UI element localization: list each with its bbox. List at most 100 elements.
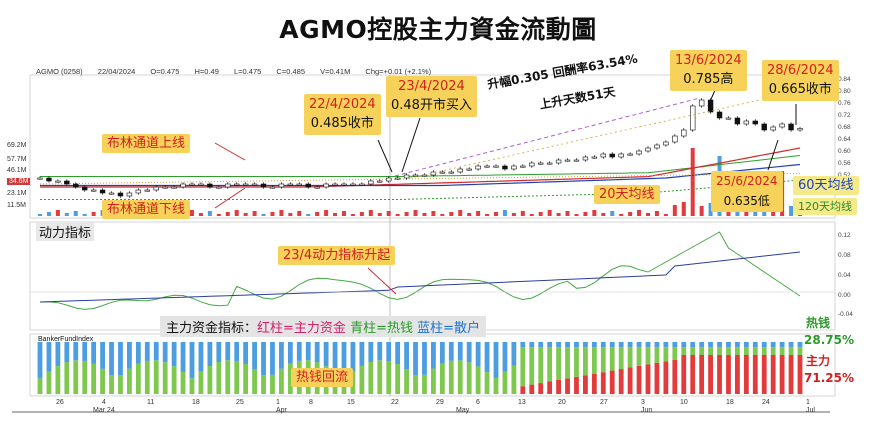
volume-bar bbox=[529, 214, 534, 216]
fund-bar-hot bbox=[618, 347, 624, 370]
candle-body bbox=[439, 171, 446, 174]
fund-bar-hot bbox=[207, 366, 213, 394]
fund-bar-retail bbox=[726, 342, 731, 348]
fund-bar-main bbox=[699, 355, 705, 394]
volume-bar bbox=[288, 213, 293, 216]
symbol-label: AGMO (0258) bbox=[36, 67, 83, 76]
fund-bar-hot bbox=[46, 371, 52, 394]
fund-bar-retail bbox=[439, 342, 445, 364]
fund-bar-retail bbox=[565, 342, 570, 348]
hot-label: 热钱 bbox=[806, 316, 831, 330]
fund-bar-retail bbox=[583, 342, 588, 348]
fund-bar-hot bbox=[225, 360, 231, 394]
fund-bar-retail bbox=[144, 342, 150, 361]
fund-bar-retail bbox=[323, 342, 329, 367]
fund-bar-hot bbox=[493, 378, 499, 394]
fund-bar-hot bbox=[502, 371, 508, 394]
candle-body bbox=[108, 192, 115, 195]
low-label: L=0.475 bbox=[234, 67, 262, 76]
volume-bar bbox=[404, 212, 409, 216]
x-tick: 25 bbox=[236, 399, 244, 406]
x-tick: 26 bbox=[56, 399, 64, 406]
candle-body bbox=[314, 186, 320, 189]
fund-bar-hot bbox=[583, 347, 588, 376]
fund-bar-retail bbox=[73, 342, 79, 361]
fund-bar-retail bbox=[636, 342, 642, 348]
candle-body bbox=[716, 111, 723, 119]
volume-bar bbox=[619, 214, 624, 216]
date-label: 22/04/2024 bbox=[97, 67, 136, 76]
momentum-rise-text: 23/4动力指标升起 bbox=[283, 248, 391, 263]
candle-body bbox=[600, 153, 606, 158]
x-tick: 20 bbox=[558, 399, 566, 406]
fund-bar-hot bbox=[511, 365, 517, 394]
candle-body bbox=[421, 174, 428, 177]
ma60-text: 60天均线 bbox=[798, 178, 854, 193]
fund-bar-hot bbox=[520, 347, 526, 387]
candle-body bbox=[323, 183, 329, 188]
candle-body bbox=[663, 141, 669, 146]
main-pct: 71.25% bbox=[804, 371, 854, 385]
fund-bar-retail bbox=[55, 342, 61, 367]
fund-bar-retail bbox=[779, 342, 785, 348]
fund-bar-retail bbox=[574, 342, 579, 348]
fund-bar-retail bbox=[359, 342, 365, 366]
fund-bar-retail bbox=[681, 342, 687, 348]
candle-body bbox=[752, 120, 758, 125]
candle-body bbox=[269, 186, 276, 189]
candle-body bbox=[251, 183, 258, 186]
fund-bar-hot bbox=[135, 363, 141, 394]
volume-bar bbox=[681, 202, 686, 216]
candle-body bbox=[618, 153, 624, 158]
fund-bar-hot bbox=[279, 368, 284, 394]
fund-bar-retail bbox=[109, 342, 114, 376]
fund-bar-hot bbox=[287, 363, 293, 394]
volume-bar bbox=[476, 211, 481, 216]
momentum-axis-tick: 0.12 bbox=[838, 232, 851, 239]
price-axis-tick: 0.80 bbox=[838, 88, 851, 95]
fund-bar-hot bbox=[645, 347, 651, 365]
candle-body bbox=[296, 183, 302, 186]
fund-bar-hot bbox=[234, 360, 240, 394]
fund-bar-hot bbox=[413, 375, 418, 394]
momentum-axis-tick: 0.08 bbox=[838, 252, 851, 259]
fund-bar-retail bbox=[502, 342, 508, 372]
momentum-title: 动力指标 bbox=[36, 222, 95, 241]
candle-body bbox=[690, 105, 696, 131]
candle-body bbox=[564, 159, 571, 162]
candle-body bbox=[341, 183, 347, 186]
price-panel-frame bbox=[29, 74, 836, 219]
volume-bar bbox=[583, 212, 588, 216]
fund-bar-retail bbox=[538, 342, 544, 348]
fund-bar-hot bbox=[538, 347, 544, 384]
volume-bar bbox=[592, 210, 597, 216]
candle-body bbox=[484, 165, 490, 168]
fund-bar-hot bbox=[37, 378, 43, 394]
price-axis-tick: 0.60 bbox=[838, 148, 851, 155]
fund-bar-retail bbox=[91, 342, 97, 364]
candle-body bbox=[779, 123, 785, 128]
price-axis-tick: 0.84 bbox=[838, 76, 851, 83]
volume-bar bbox=[628, 212, 633, 216]
candle-body bbox=[287, 183, 294, 186]
volume-bar bbox=[699, 206, 704, 216]
volume-bar bbox=[198, 213, 203, 216]
fund-bar-retail bbox=[171, 342, 177, 367]
fund-bar-hot bbox=[457, 360, 463, 394]
volume-bar bbox=[440, 214, 445, 216]
fund-legend: 主力资金指标：红柱=主力资金 青柱=热钱 蓝柱=散户 bbox=[160, 316, 487, 337]
fund-bar-hot bbox=[636, 347, 642, 366]
volume-bar bbox=[64, 213, 69, 216]
fund-bar-main bbox=[708, 355, 713, 394]
candle-body bbox=[770, 126, 776, 131]
fund-bar-hot bbox=[153, 360, 159, 394]
fund-bar-retail bbox=[556, 342, 561, 348]
momentum-signal-line bbox=[39, 251, 801, 303]
bb-lower-line bbox=[40, 179, 801, 200]
volume-bar bbox=[520, 211, 525, 216]
volume-bar bbox=[413, 210, 418, 216]
candle-body bbox=[591, 156, 598, 159]
volume-bar bbox=[73, 211, 78, 216]
